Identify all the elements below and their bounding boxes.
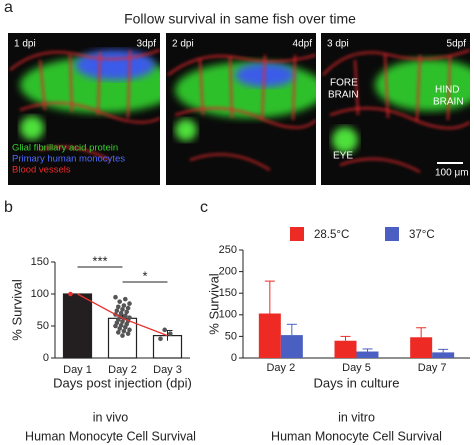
data-point xyxy=(127,301,132,306)
x-tick-label: Day 2 xyxy=(266,362,295,374)
data-point xyxy=(125,305,131,311)
x-tick-label: Day 1 xyxy=(63,364,92,376)
bar xyxy=(432,352,455,358)
data-point xyxy=(168,331,173,336)
significance-label: *** xyxy=(92,253,107,268)
image-label: 3dpf xyxy=(137,39,157,50)
y-tick-label: 100 xyxy=(219,309,237,321)
y-tick-label: 0 xyxy=(43,352,49,364)
scale-label: 100 μm xyxy=(435,168,469,179)
data-point xyxy=(114,308,120,313)
image-label: 4dpf xyxy=(293,39,313,50)
caption: in vitro xyxy=(338,410,375,424)
significance-label: * xyxy=(142,268,147,283)
panel-letter: a xyxy=(4,0,13,16)
caption: in vivo xyxy=(93,410,128,424)
legend-text: Blood vessels xyxy=(12,165,71,176)
region-label: HIND xyxy=(435,85,459,96)
data-point xyxy=(116,304,121,310)
data-point xyxy=(162,327,167,333)
legend-label: 28.5°C xyxy=(314,229,349,241)
y-tick-label: 100 xyxy=(31,288,49,300)
panel-title: Follow survival in same fish over time xyxy=(124,11,356,27)
image-label: 3 dpi xyxy=(327,39,349,50)
micrograph xyxy=(321,33,470,185)
legend-label: 37°C xyxy=(409,229,435,241)
y-axis-label: % Survival xyxy=(9,279,24,341)
data-point xyxy=(116,330,121,335)
data-point xyxy=(113,294,118,300)
x-tick-label: Day 2 xyxy=(108,364,137,376)
data-point xyxy=(123,296,128,302)
region-label: BRAIN xyxy=(433,97,464,108)
data-point xyxy=(127,327,132,333)
data-point xyxy=(113,323,118,329)
legend-text: Glial fibrillary acid protein xyxy=(12,143,118,154)
bar xyxy=(410,337,433,358)
y-axis-label: % Survival xyxy=(206,273,221,335)
region-label: EYE xyxy=(333,151,353,162)
x-tick-label: Day 5 xyxy=(342,362,371,374)
panel-letter: b xyxy=(4,199,13,216)
image-label: 1 dpi xyxy=(14,39,36,50)
y-tick-label: 150 xyxy=(31,256,49,268)
image-label: 5dpf xyxy=(447,39,467,50)
bar xyxy=(62,293,93,359)
y-tick-label: 50 xyxy=(225,330,237,342)
y-tick-label: 200 xyxy=(219,266,237,278)
image-label: 2 dpi xyxy=(172,39,194,50)
x-tick-label: Day 3 xyxy=(153,364,182,376)
micrograph xyxy=(166,33,316,185)
data-point xyxy=(121,303,127,308)
legend-swatch xyxy=(385,227,399,241)
y-tick-label: 250 xyxy=(219,244,237,256)
region-label: BRAIN xyxy=(328,90,359,101)
x-axis-label: Days post injection (dpi) xyxy=(53,375,192,390)
data-point xyxy=(125,331,131,336)
data-point xyxy=(68,291,73,297)
trend-line xyxy=(77,293,168,337)
data-point xyxy=(120,307,125,312)
data-point xyxy=(121,328,127,334)
data-point xyxy=(158,336,163,342)
data-point xyxy=(117,326,122,331)
caption: Human Monocyte Cell Survival xyxy=(271,429,442,443)
y-tick-label: 50 xyxy=(37,320,49,332)
region-label: FORE xyxy=(330,78,358,89)
data-point xyxy=(120,319,125,324)
bar xyxy=(258,313,281,358)
bar xyxy=(280,335,303,358)
legend-text: Primary human monocytes xyxy=(12,154,125,165)
caption: Human Monocyte Cell Survival xyxy=(25,429,196,443)
panel-letter: c xyxy=(200,199,208,216)
y-tick-label: 150 xyxy=(219,287,237,299)
bar xyxy=(334,340,357,358)
legend-swatch xyxy=(290,227,304,241)
data-point xyxy=(123,324,128,330)
micrograph xyxy=(8,33,160,185)
y-tick-label: 0 xyxy=(231,352,237,364)
x-tick-label: Day 7 xyxy=(418,362,447,374)
data-point xyxy=(117,299,122,304)
data-point xyxy=(120,333,125,338)
x-axis-label: Days in culture xyxy=(314,375,400,390)
bar xyxy=(356,351,379,358)
data-point xyxy=(124,309,129,315)
